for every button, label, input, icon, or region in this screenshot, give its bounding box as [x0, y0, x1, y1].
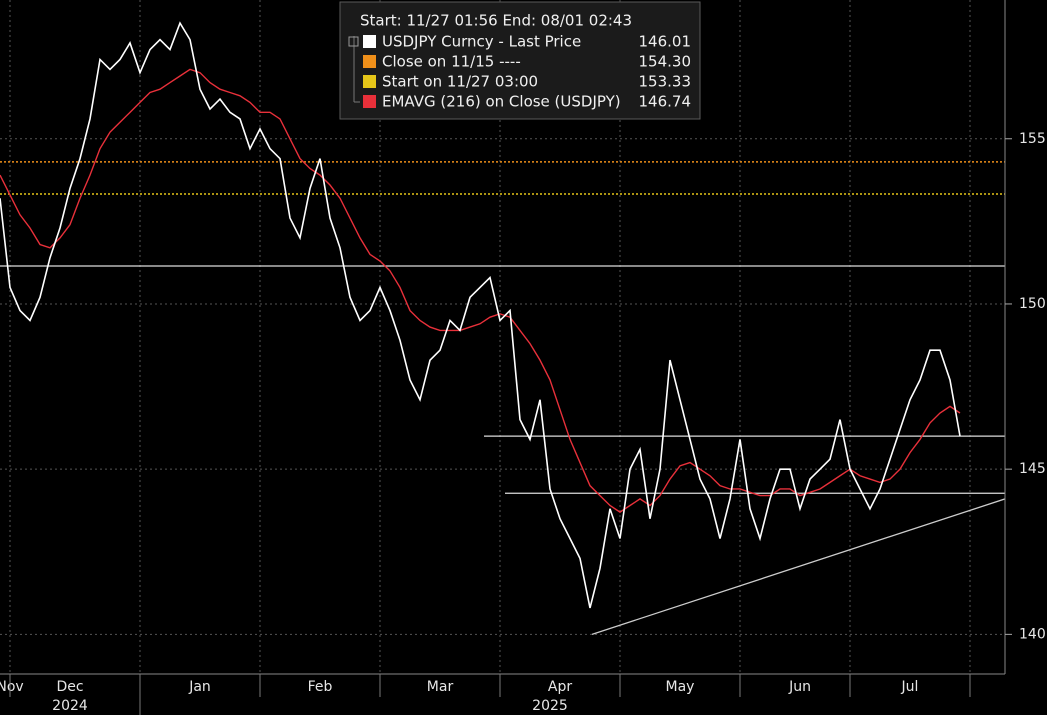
y-tick-label: 150	[1019, 296, 1046, 312]
trendline	[591, 498, 1005, 635]
legend-value: 153.33	[639, 73, 692, 91]
x-tick-label: Apr	[548, 679, 572, 695]
legend-header: Start: 11/27 01:56 End: 08/01 02:43	[360, 12, 632, 30]
year-label: 2025	[532, 698, 568, 714]
y-tick-label: 140	[1019, 626, 1046, 642]
legend: Start: 11/27 01:56 End: 08/01 02:43 USDJ…	[339, 1, 701, 120]
x-tick-label: Mar	[427, 679, 454, 695]
x-tick-label: Nov	[0, 679, 24, 695]
legend-value: 154.30	[639, 53, 692, 71]
x-tick-label: Jun	[788, 679, 811, 695]
legend-box	[339, 1, 701, 120]
legend-collapse[interactable]	[348, 36, 359, 47]
legend-label: Close on 11/15 ----	[382, 53, 521, 71]
x-tick-label: Jan	[188, 679, 211, 695]
x-tick-label: May	[666, 679, 695, 695]
axes: 140 145 150 155 Nov Dec Jan Feb Mar Apr May Jun Jul 2…	[0, 131, 1046, 715]
legend-swatch	[363, 75, 376, 88]
series-line	[0, 68, 961, 513]
x-tick-label: Jul	[901, 679, 919, 695]
y-tick-label: 155	[1019, 131, 1046, 147]
grid	[0, 0, 1005, 674]
legend-swatch	[363, 35, 376, 48]
legend-value: 146.74	[639, 93, 692, 111]
year-label: 2024	[52, 698, 88, 714]
y-tick-label: 145	[1019, 461, 1046, 477]
legend-label: Start on 11/27 03:00	[382, 73, 538, 91]
legend-value: 146.01	[639, 33, 692, 51]
legend-tree	[353, 36, 360, 103]
x-tick-label: Feb	[308, 679, 333, 695]
series-line	[0, 21, 961, 609]
x-tick-label: Dec	[56, 679, 83, 695]
legend-swatch	[363, 55, 376, 68]
legend-label: USDJPY Curncy - Last Price	[382, 33, 581, 51]
legend-label: EMAVG (216) on Close (USDJPY)	[382, 93, 621, 111]
plot-area	[0, 21, 1005, 635]
legend-swatch	[363, 95, 376, 108]
